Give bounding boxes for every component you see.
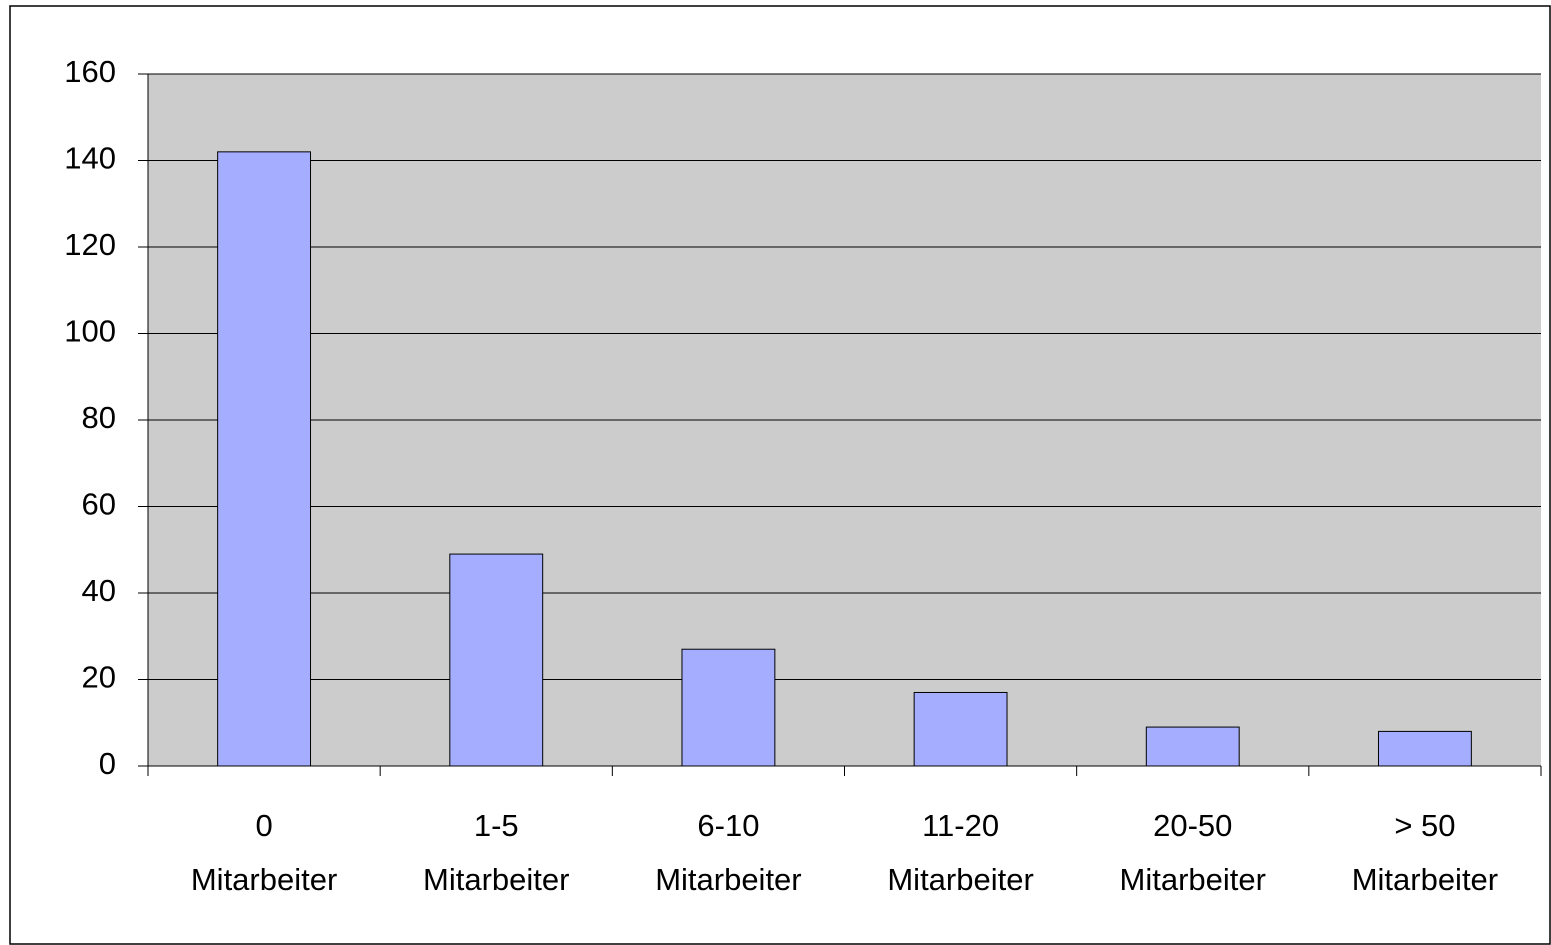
y-tick-label: 20 xyxy=(82,660,116,695)
x-tick-label-line: Mitarbeiter xyxy=(887,862,1033,897)
x-tick-label-line: 1-5 xyxy=(474,808,519,843)
y-tick-label: 80 xyxy=(82,400,116,435)
x-tick-label: 1-5 Mitarbeiter xyxy=(423,808,569,897)
y-tick-label: 40 xyxy=(82,573,116,608)
bar xyxy=(217,151,312,767)
x-tick-label-line: 20-50 xyxy=(1153,808,1232,843)
x-tick-label-line: Mitarbeiter xyxy=(1120,862,1266,897)
x-tick-label: 11-20 Mitarbeiter xyxy=(887,808,1033,897)
x-tick-label-line: Mitarbeiter xyxy=(191,862,337,897)
y-tick-label: 140 xyxy=(64,141,116,176)
y-tick-label: 0 xyxy=(99,746,116,781)
y-tick-label: 120 xyxy=(64,227,116,262)
x-tick-label-line: Mitarbeiter xyxy=(1352,862,1498,897)
bar xyxy=(1377,730,1472,767)
x-tick-label-line: Mitarbeiter xyxy=(423,862,569,897)
x-tick-label-line: 11-20 xyxy=(922,808,999,843)
x-tick-label: 6-10 Mitarbeiter xyxy=(655,808,801,897)
x-tick-label-line: 0 xyxy=(255,808,272,843)
bar xyxy=(1145,726,1240,767)
x-tick-label: 20-50 Mitarbeiter xyxy=(1120,808,1266,897)
x-tick-label: > 50 Mitarbeiter xyxy=(1352,808,1498,897)
x-tick-label-line: > 50 xyxy=(1394,808,1455,843)
bar xyxy=(449,553,544,767)
y-tick-label: 160 xyxy=(64,54,116,89)
y-tick-label: 100 xyxy=(64,314,116,349)
bar xyxy=(681,648,776,767)
y-tick-label: 60 xyxy=(82,487,116,522)
bar xyxy=(913,691,1008,767)
x-tick-label-line: Mitarbeiter xyxy=(655,862,801,897)
x-tick-label: 0 Mitarbeiter xyxy=(191,808,337,897)
x-tick-label-line: 6-10 xyxy=(697,808,759,843)
